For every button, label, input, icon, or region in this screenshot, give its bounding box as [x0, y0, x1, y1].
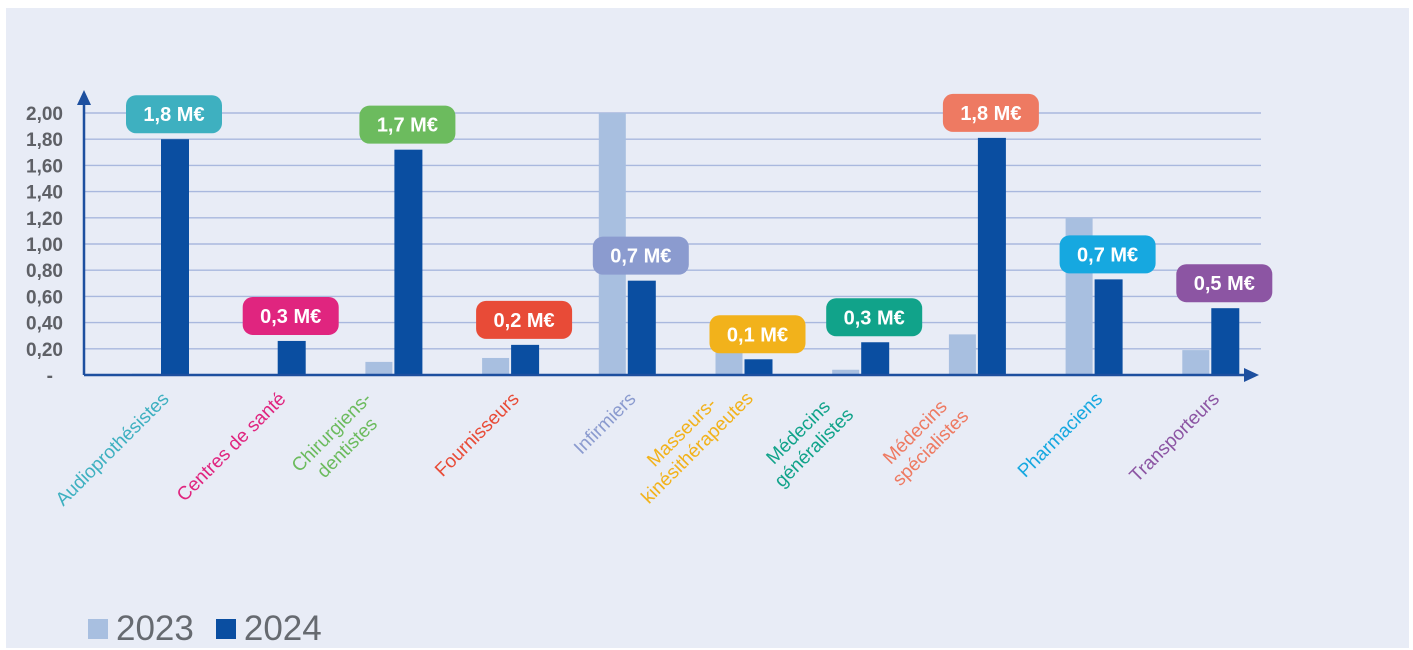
bar-2024 — [744, 359, 773, 375]
y-tick-label: 1,80 — [26, 130, 63, 151]
data-label-box — [1176, 264, 1273, 303]
data-label: 0,3 M€ — [242, 296, 339, 335]
data-label-text: 0,2 M€ — [494, 310, 555, 332]
bar-2023 — [482, 357, 510, 375]
data-label: 1,8 M€ — [942, 93, 1039, 132]
data-label: 0,1 M€ — [709, 315, 806, 354]
data-label-text: 1,7 M€ — [377, 115, 438, 137]
data-label-box — [242, 296, 339, 335]
category-labels: Audioprothésistes Centres de santéChirurg… — [52, 372, 1224, 511]
data-label-text: 0,1 M€ — [727, 324, 788, 346]
value-callouts: 1,8 M€ 0,3 M€ 1,7 M€ 0,2 M€ 0,7 M€ 0,1 M€ 0,3 … — [126, 93, 1273, 354]
data-label: 0,7 M€ — [1059, 235, 1156, 274]
x-tick-label-line: Transporteurs — [1126, 389, 1224, 487]
y-tick-label: 1,20 — [26, 209, 63, 230]
data-label-box — [826, 298, 923, 337]
x-tick-label: Transporteurs — [1126, 389, 1224, 487]
data-label-text: 1,8 M€ — [143, 104, 204, 126]
x-tick-label-line: Pharmaciens — [1014, 389, 1107, 482]
x-tick-label: Médecinsgénéralistes — [755, 389, 858, 492]
y-tick-label: 0,20 — [26, 340, 63, 361]
bar-2023 — [365, 361, 393, 375]
legend-item-2023: 2023 — [88, 609, 194, 649]
bar-2024 — [1094, 279, 1123, 375]
data-label: 1,7 M€ — [359, 105, 456, 144]
data-label-text: 0,5 M€ — [1194, 273, 1255, 295]
y-tick-label: 1,60 — [26, 156, 63, 177]
y-tick-label: 0,80 — [26, 261, 63, 282]
x-tick-label: Pharmaciens — [1014, 389, 1107, 482]
bar-2024 — [394, 149, 423, 375]
bar-2024 — [1211, 308, 1240, 375]
data-label: 0,5 M€ — [1176, 264, 1273, 303]
x-tick-label-line: Audioprothésistes — [52, 389, 174, 511]
data-label-text: 1,8 M€ — [960, 103, 1021, 125]
bar-2024 — [861, 342, 890, 375]
data-label-box — [942, 93, 1039, 132]
data-label-text: 0,7 M€ — [610, 246, 671, 268]
axes — [77, 90, 1259, 382]
data-label-text: 0,7 M€ — [1077, 244, 1138, 266]
y-tick-label: 2,00 — [26, 104, 63, 125]
bar-2024 — [161, 139, 189, 375]
x-tick-label-line: Centres de santé — [173, 389, 290, 506]
data-label: 0,7 M€ — [592, 236, 689, 275]
bar-2023 — [1182, 350, 1210, 375]
data-label-box — [592, 236, 689, 275]
legend-item-2024: 2024 — [215, 609, 322, 649]
y-tick-labels: - 0,20 0,40 0,60 0,80 1,00 1,20 1,40 1,60 1,80 2,0… — [26, 104, 63, 387]
y-tick-label: 1,00 — [26, 235, 63, 256]
x-tick-label: Fournisseurs — [431, 389, 524, 482]
legend-label-2024: 2024 — [243, 609, 322, 648]
bar-2024 — [977, 137, 1006, 375]
bar-2023 — [832, 369, 860, 375]
bar-2023 — [948, 334, 976, 375]
x-tick-label-line: Fournisseurs — [431, 389, 524, 482]
x-tick-label: Infirmiers — [570, 389, 640, 459]
data-label-box — [476, 300, 573, 339]
legend-swatch-2024 — [215, 619, 236, 639]
data-label-box — [126, 95, 222, 134]
bar-2024 — [277, 340, 306, 375]
data-label-box — [359, 105, 456, 144]
legend-label-2023: 2023 — [116, 609, 194, 648]
x-tick-label: Médecinsspécialistes — [873, 390, 973, 490]
x-tick-label: Chirurgiens-dentistes — [288, 389, 392, 493]
legend-swatch-2023 — [88, 619, 108, 639]
data-label-text: 0,3 M€ — [844, 307, 905, 329]
y-tick-label: - — [47, 366, 53, 387]
data-label: 0,3 M€ — [826, 298, 923, 337]
y-tick-label: 1,40 — [26, 183, 63, 204]
y-tick-label: 0,60 — [26, 287, 63, 308]
x-tick-label: Audioprothésistes — [52, 389, 174, 511]
bar-chart: - 0,20 0,40 0,60 0,80 1,00 1,20 1,40 1,60 1,80 2,0… — [26, 90, 1273, 511]
data-label-box — [709, 315, 806, 354]
chart-background: - 0,20 0,40 0,60 0,80 1,00 1,20 1,40 1,60 1,80 2,0… — [6, 8, 1409, 648]
data-label-text: 0,3 M€ — [260, 306, 321, 328]
x-tick-label: Centres de santé — [173, 389, 290, 506]
y-axis-arrow — [77, 90, 91, 105]
bar-2024 — [511, 344, 540, 375]
data-label-box — [1059, 235, 1156, 274]
x-tick-label: Masseurs-kinésithérapeutes — [622, 372, 758, 508]
data-label: 1,8 M€ — [126, 95, 222, 134]
legend: 2023 2024 — [88, 609, 344, 649]
x-axis-arrow — [1244, 368, 1259, 382]
bar-2024 — [627, 280, 656, 375]
y-tick-label: 0,40 — [26, 314, 63, 335]
x-tick-label-line: Infirmiers — [570, 389, 640, 459]
data-label: 0,2 M€ — [476, 300, 573, 339]
